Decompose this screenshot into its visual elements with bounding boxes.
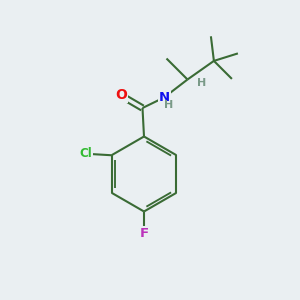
Text: H: H: [196, 77, 206, 88]
Text: O: O: [115, 88, 127, 102]
Text: H: H: [164, 100, 173, 110]
Text: Cl: Cl: [80, 147, 92, 160]
Text: N: N: [158, 91, 170, 104]
Text: F: F: [140, 226, 148, 240]
